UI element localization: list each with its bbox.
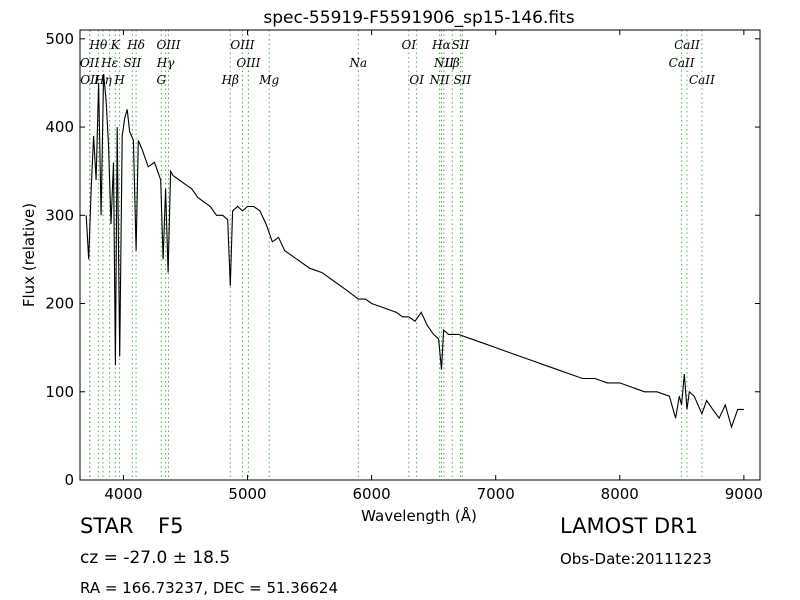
line-label-1-2: SII	[124, 56, 142, 70]
x-tick-label-1: 5000	[228, 485, 266, 503]
subclass-label: F5	[158, 514, 184, 538]
line-label-0-7: SII	[452, 38, 470, 52]
line-label-1-6: NII	[433, 56, 454, 70]
line-label-1-4: OIII	[236, 56, 260, 70]
line-label-2-3: G	[156, 73, 166, 87]
x-tick-label-0: 4000	[104, 485, 142, 503]
x-tick-label-4: 8000	[601, 485, 639, 503]
chart-title: spec-55919-F5591906_sp15-146.fits	[263, 8, 574, 28]
x-axis-label: Wavelength (Å)	[361, 506, 477, 525]
y-axis-label: Flux (relative)	[20, 203, 38, 307]
line-label-1-5: Na	[349, 56, 368, 70]
line-label-0-8: CaII	[674, 38, 700, 52]
line-label-1-1: Hε	[100, 56, 118, 70]
line-label-0-6: Hα	[431, 38, 451, 52]
line-label-2-4: Hβ	[221, 73, 239, 87]
line-label-0-5: OI	[402, 38, 417, 52]
y-axis-ticks: 0 100 200 300 400 500	[45, 30, 760, 489]
line-label-1-8: CaII	[669, 56, 695, 70]
spectrum-line	[85, 74, 744, 429]
x-axis-ticks: 4000 5000 6000 7000 8000 9000	[104, 30, 763, 503]
line-label-2-7: NII	[429, 73, 450, 87]
line-label-2-0: OII	[80, 73, 100, 87]
y-tick-label-0: 0	[64, 471, 74, 489]
line-label-0-3: OIII	[156, 38, 180, 52]
y-tick-label-1: 100	[45, 383, 74, 401]
line-label-1-3: Hγ	[156, 56, 175, 70]
line-label-1-0: OII	[80, 56, 100, 70]
x-tick-label-2: 6000	[353, 485, 391, 503]
line-label-0-2: Hδ	[126, 38, 145, 52]
y-tick-label-3: 300	[45, 206, 74, 224]
x-tick-label-5: 9000	[725, 485, 763, 503]
line-label-2-5: Mg	[258, 73, 279, 87]
object-class-label: STAR	[80, 514, 134, 538]
obs-date-label: Obs-Date:20111223	[560, 550, 712, 568]
y-tick-label-5: 500	[45, 30, 74, 48]
line-label-0-4: OIII	[230, 38, 254, 52]
y-tick-label-4: 400	[45, 118, 74, 136]
redshift-label: cz = -27.0 ± 18.5	[80, 548, 231, 568]
coordinates-label: RA = 166.73237, DEC = 51.36624	[80, 579, 339, 597]
line-label-0-1: K	[110, 38, 121, 52]
survey-label: LAMOST DR1	[560, 514, 699, 538]
line-label-1-7: Lβ	[444, 56, 460, 70]
plot-frame	[79, 29, 761, 481]
line-label-2-9: CaII	[689, 73, 715, 87]
line-label-2-6: OI	[409, 73, 424, 87]
x-tick-label-3: 7000	[477, 485, 515, 503]
line-label-2-8: SII	[453, 73, 471, 87]
line-label-0-0: Hθ	[89, 38, 108, 52]
y-tick-label-2: 200	[45, 295, 74, 313]
emission-line-markers	[89, 30, 703, 480]
line-label-2-1: Hη	[93, 73, 112, 87]
line-label-2-2: H	[113, 73, 125, 87]
